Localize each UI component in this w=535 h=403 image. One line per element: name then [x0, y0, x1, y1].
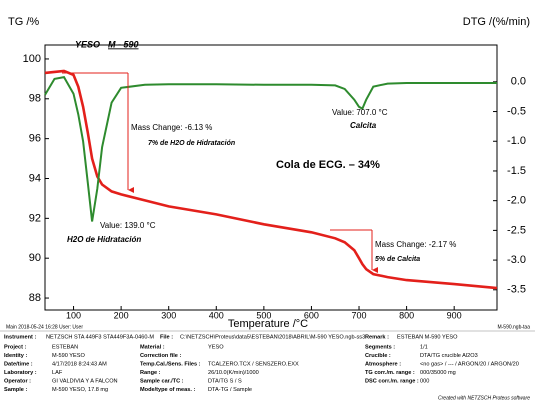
info-value: ESTEBAN M-590 YESO [397, 334, 458, 340]
info-label: Mode/type of meas. : [140, 387, 195, 393]
info-value: 000 [420, 378, 429, 384]
y2-tick-label: -1.0 [507, 135, 526, 147]
info-label: Instrument : [4, 334, 36, 340]
info-value: DTA/TG crucible Al2O3 [420, 353, 478, 359]
annotation: Mass Change: -2.17 % [375, 240, 456, 249]
annotation: Mass Change: -6.13 % [131, 123, 212, 132]
x-tick-label: 100 [66, 310, 81, 320]
x-tick-label: 700 [352, 310, 367, 320]
info-value: 1/1 [420, 344, 428, 350]
info-label: File : [160, 334, 173, 340]
annotation: H2O de Hidratación [67, 235, 141, 244]
annotation: 7% de H2O de Hidratación [148, 140, 235, 147]
y-tick-label: 90 [29, 252, 41, 264]
y2-axis-label: DTG /(%/min) [463, 16, 530, 28]
y2-tick-label: -3.0 [507, 254, 526, 266]
info-value: <no gas> / --- / ARGON/20 / ARGON/20 [420, 361, 519, 367]
info-label: Sample car./TC : [140, 378, 184, 384]
y-axis-label: TG /% [8, 16, 39, 28]
info-value: LAF [52, 370, 63, 376]
info-label: Remark : [365, 334, 389, 340]
info-value: NETZSCH STA 449F3 STA449F3A-0460-M [46, 334, 154, 340]
info-label: Segments : [365, 344, 395, 350]
info-label: Atmosphere : [365, 361, 401, 367]
info-label: Crucible : [365, 353, 391, 359]
info-label: Laboratory : [4, 370, 37, 376]
annotation: Value: 707.0 °C [332, 108, 388, 117]
footer-left: Main 2018-05-24 16:28 User: User [6, 324, 83, 330]
x-tick-label: 600 [304, 310, 319, 320]
info-value: 26/10.0(K/min)/1000 [208, 370, 259, 376]
info-label: Project : [4, 344, 27, 350]
info-label: DSC corr./m. range : [365, 378, 419, 384]
info-value: C:\NETZSCH\Proteus\data5\ESTEBAN\2018\AB… [180, 334, 365, 340]
info-label: Temp.Cal./Sens. Files : [140, 361, 201, 367]
y-tick-label: 94 [29, 172, 41, 184]
info-value: DTA-TG / Sample [208, 387, 252, 393]
y-tick-label: 100 [23, 53, 41, 65]
info-value: GI VALDIVIA Y A FALCON [52, 378, 118, 384]
annotation: Cola de ECG. – 34% [276, 159, 380, 171]
x-tick-label: 500 [256, 310, 271, 320]
footer-right: M-590.ngb-taa [497, 324, 530, 330]
x-tick-label: 900 [447, 310, 462, 320]
y2-tick-label: -3.5 [507, 284, 526, 296]
info-value: 4/17/2018 8:24:43 AM [52, 361, 107, 367]
y-tick-label: 92 [29, 212, 41, 224]
annotation: Calcita [350, 121, 377, 130]
info-value: M-590 YESO [52, 353, 86, 359]
x-tick-label: 300 [161, 310, 176, 320]
y-tick-label: 88 [29, 292, 41, 304]
info-label: TG corr./m. range : [365, 370, 415, 376]
info-label: Correction file : [140, 353, 181, 359]
y2-tick-label: -0.5 [507, 105, 526, 117]
info-value: DTA/TG S / S [208, 378, 242, 384]
info-table: Instrument : NETZSCH STA 449F3 STA449F3A-… [4, 334, 519, 393]
info-value: YESO [208, 344, 224, 350]
series-line [44, 69, 498, 290]
y2-tick-label: 0.0 [511, 76, 526, 88]
annotation: 5% de Calcita [375, 256, 420, 263]
info-label: Range : [140, 370, 161, 376]
x-tick-label: 400 [209, 310, 224, 320]
info-label: Operator : [4, 378, 31, 384]
y-tick-label: 96 [29, 133, 41, 145]
x-tick-label: 800 [399, 310, 414, 320]
series-line [44, 75, 497, 222]
info-label: Sample : [4, 387, 27, 393]
x-axis-label: Temperature /°C [228, 318, 308, 330]
chart-title: YESO [75, 39, 100, 49]
info-label: Material : [140, 344, 165, 350]
annotation: Value: 139.0 °C [100, 221, 156, 230]
info-label: Date/time : [4, 361, 33, 367]
credit: Created with NETZSCH Proteus software [438, 395, 530, 401]
x-tick-label: 200 [114, 310, 129, 320]
info-value: TCALZERO.TCX / SENSZERO.EXX [208, 361, 299, 367]
chart-subtitle: M - 590 [108, 39, 139, 49]
info-value: ESTEBAN [52, 344, 78, 350]
info-label: Identity : [4, 353, 27, 359]
y2-tick-label: -2.5 [507, 224, 526, 236]
y2-tick-label: -1.5 [507, 165, 526, 177]
y2-tick-label: -2.0 [507, 195, 526, 207]
y-tick-label: 98 [29, 93, 41, 105]
plot-frame [44, 44, 498, 311]
info-value: 000/35000 mg [420, 370, 456, 376]
info-value: M-590 YESO, 17.8 mg [52, 387, 108, 393]
